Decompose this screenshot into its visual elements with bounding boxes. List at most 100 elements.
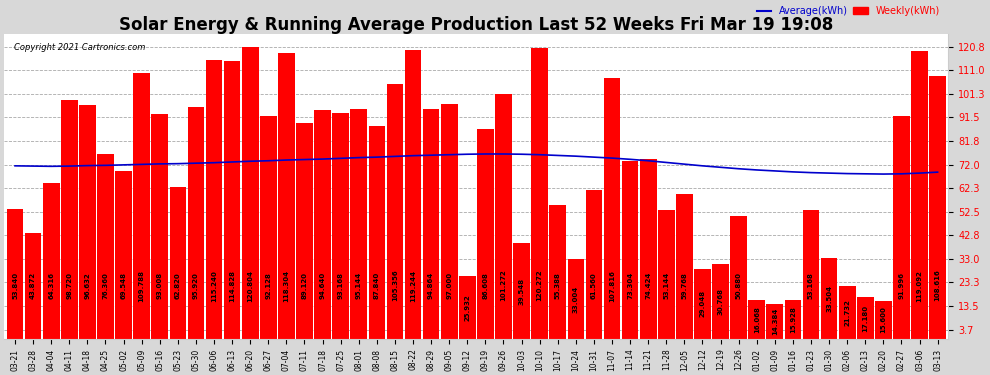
Legend: Average(kWh), Weekly(kWh): Average(kWh), Weekly(kWh) <box>753 2 943 20</box>
Bar <box>676 194 693 339</box>
Bar <box>549 205 566 339</box>
Bar <box>640 159 656 339</box>
Text: 91.996: 91.996 <box>899 272 905 299</box>
Text: 114.828: 114.828 <box>229 270 235 302</box>
Text: 115.240: 115.240 <box>211 270 217 302</box>
Text: 98.720: 98.720 <box>66 272 72 299</box>
Bar <box>169 187 186 339</box>
Text: 53.144: 53.144 <box>663 272 669 299</box>
Bar <box>405 50 422 339</box>
Text: 94.640: 94.640 <box>320 272 326 299</box>
Bar <box>333 113 348 339</box>
Text: 33.504: 33.504 <box>826 285 832 312</box>
Bar <box>731 216 747 339</box>
Text: 93.008: 93.008 <box>156 272 162 299</box>
Bar <box>622 162 639 339</box>
Text: 95.920: 95.920 <box>193 272 199 299</box>
Bar <box>206 60 223 339</box>
Bar <box>893 116 910 339</box>
Text: 107.816: 107.816 <box>609 270 615 302</box>
Text: 97.000: 97.000 <box>446 272 452 299</box>
Text: 108.616: 108.616 <box>935 270 940 302</box>
Bar <box>134 73 149 339</box>
Text: 76.360: 76.360 <box>103 272 109 299</box>
Bar <box>586 190 602 339</box>
Text: 14.384: 14.384 <box>772 308 778 335</box>
Text: 93.168: 93.168 <box>338 272 344 299</box>
Bar <box>495 94 512 339</box>
Text: 62.820: 62.820 <box>175 272 181 299</box>
Text: 43.872: 43.872 <box>30 272 36 299</box>
Bar <box>368 126 385 339</box>
Text: 118.304: 118.304 <box>283 270 289 302</box>
Bar <box>441 104 457 339</box>
Text: 53.168: 53.168 <box>808 272 814 299</box>
Text: 86.608: 86.608 <box>482 272 488 299</box>
Text: 120.272: 120.272 <box>537 270 543 302</box>
Bar <box>785 300 801 339</box>
Bar <box>875 301 892 339</box>
Text: 92.128: 92.128 <box>265 272 271 299</box>
Text: 119.092: 119.092 <box>917 270 923 302</box>
Text: 105.356: 105.356 <box>392 270 398 302</box>
Text: 109.788: 109.788 <box>139 270 145 302</box>
Bar <box>242 46 258 339</box>
Bar <box>61 100 77 339</box>
Text: 101.272: 101.272 <box>501 270 507 302</box>
Title: Solar Energy & Running Average Production Last 52 Weeks Fri Mar 19 19:08: Solar Energy & Running Average Productio… <box>119 16 834 34</box>
Bar <box>224 61 241 339</box>
Bar <box>694 268 711 339</box>
Bar <box>278 53 295 339</box>
Text: 55.388: 55.388 <box>554 272 560 299</box>
Bar <box>7 209 24 339</box>
Bar <box>513 243 530 339</box>
Bar <box>477 129 494 339</box>
Text: 29.048: 29.048 <box>700 290 706 317</box>
Bar <box>296 123 313 339</box>
Bar <box>387 84 403 339</box>
Text: 94.864: 94.864 <box>428 272 434 299</box>
Bar <box>79 105 96 339</box>
Bar <box>260 116 276 339</box>
Bar <box>314 110 331 339</box>
Text: 95.144: 95.144 <box>355 272 361 299</box>
Text: 17.180: 17.180 <box>862 304 868 332</box>
Text: 96.632: 96.632 <box>84 272 90 299</box>
Bar <box>532 48 547 339</box>
Text: 39.548: 39.548 <box>519 278 525 304</box>
Bar <box>187 107 204 339</box>
Bar <box>748 300 765 339</box>
Text: 25.932: 25.932 <box>464 294 470 321</box>
Text: 53.840: 53.840 <box>12 272 18 299</box>
Bar <box>803 210 820 339</box>
Bar <box>658 210 674 339</box>
Text: 69.548: 69.548 <box>121 272 127 299</box>
Bar <box>911 51 928 339</box>
Bar <box>712 264 729 339</box>
Text: 59.768: 59.768 <box>681 272 687 299</box>
Bar <box>97 154 114 339</box>
Text: 15.600: 15.600 <box>880 306 886 333</box>
Bar <box>25 233 42 339</box>
Bar <box>115 171 132 339</box>
Bar <box>423 109 440 339</box>
Text: 33.004: 33.004 <box>573 285 579 312</box>
Text: 16.068: 16.068 <box>753 306 759 333</box>
Text: 87.840: 87.840 <box>374 272 380 299</box>
Text: 15.928: 15.928 <box>790 306 796 333</box>
Text: 50.880: 50.880 <box>736 272 742 299</box>
Text: 21.732: 21.732 <box>844 299 850 326</box>
Bar <box>43 183 59 339</box>
Bar <box>567 259 584 339</box>
Bar <box>766 304 783 339</box>
Bar <box>459 276 475 339</box>
Text: 119.244: 119.244 <box>410 270 416 302</box>
Bar <box>604 78 621 339</box>
Text: 64.316: 64.316 <box>49 272 54 299</box>
Text: 74.424: 74.424 <box>645 272 651 299</box>
Text: 61.560: 61.560 <box>591 272 597 299</box>
Bar <box>151 114 168 339</box>
Text: 120.804: 120.804 <box>248 270 253 302</box>
Bar <box>930 76 946 339</box>
Bar <box>350 109 367 339</box>
